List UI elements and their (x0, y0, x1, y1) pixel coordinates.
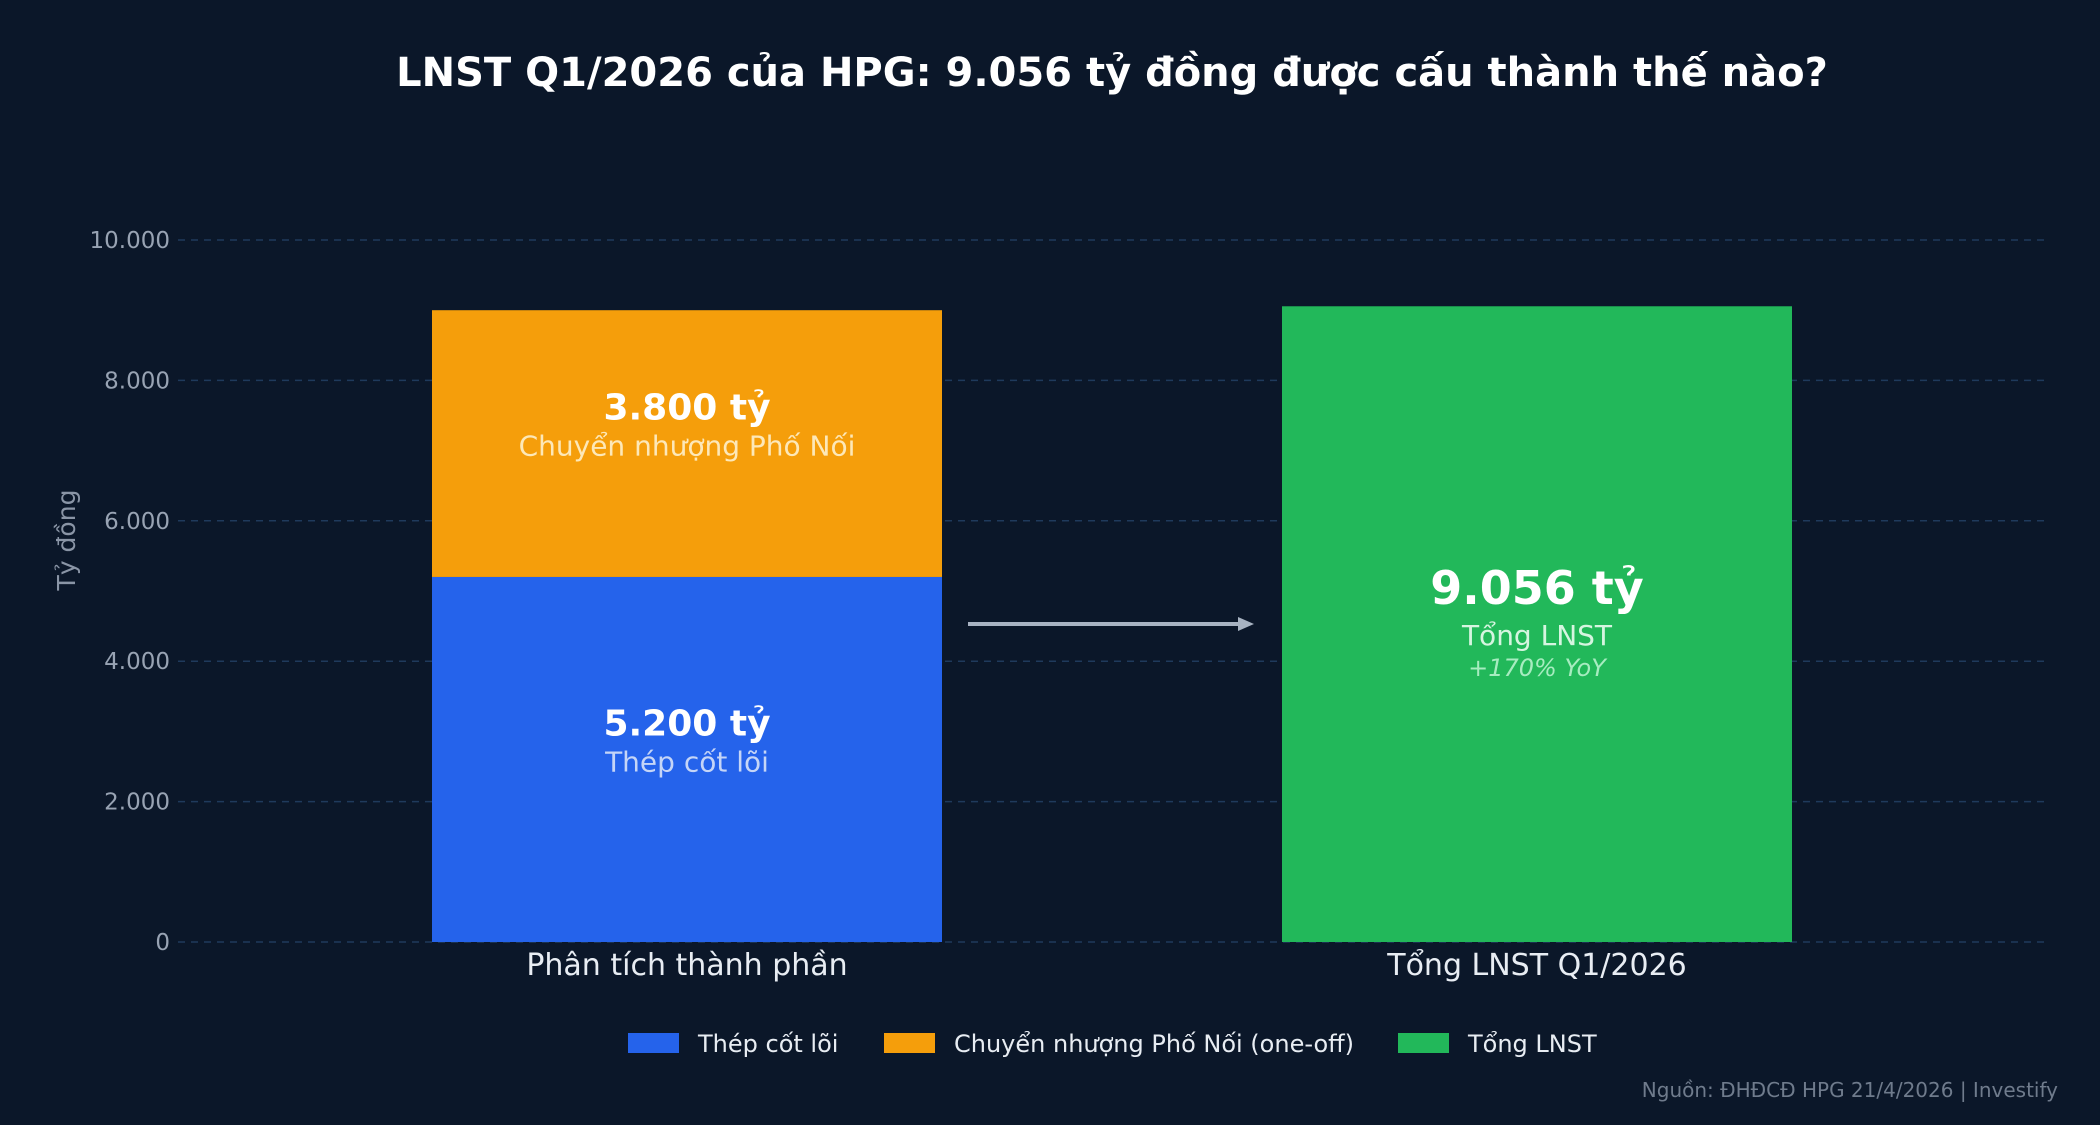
source-note: Nguồn: ĐHĐCĐ HPG 21/4/2026 | Investify (1642, 1078, 2058, 1102)
flow-arrow (968, 617, 1254, 631)
legend-label: Thép cốt lõi (697, 1030, 838, 1058)
bar-segment-3 (1282, 306, 1792, 942)
x-category-label: Phân tích thành phần (526, 948, 847, 983)
y-tick-label: 10.000 (90, 228, 170, 254)
x-category-label: Tổng LNST Q1/2026 (1386, 947, 1687, 983)
y-axis-label: Tỷ đồng (52, 490, 81, 592)
bar-note-label: +170% YoY (1468, 654, 1608, 682)
legend: Thép cốt lõi Chuyển nhượng Phố Nối (one-o… (628, 1030, 1597, 1058)
arrow-head (1238, 617, 1254, 631)
y-axis-ticks: 0 2.000 4.000 6.000 8.000 10.000 (90, 228, 170, 956)
legend-swatch (884, 1033, 935, 1053)
chart-title: LNST Q1/2026 của HPG: 9.056 tỷ đồng được… (396, 50, 1828, 96)
bar-value-label: 5.200 tỷ (603, 703, 770, 744)
y-tick-label: 0 (155, 930, 170, 956)
bar-sublabel: Chuyển nhượng Phố Nối (519, 430, 856, 463)
legend-label: Tổng LNST (1467, 1030, 1597, 1058)
y-tick-label: 8.000 (104, 368, 170, 394)
bar-segment-2 (432, 310, 942, 577)
x-axis-categories: Phân tích thành phần Tổng LNST Q1/2026 (526, 947, 1686, 983)
bar-value-label: 3.800 tỷ (603, 388, 770, 429)
bars (432, 306, 1792, 942)
legend-label: Chuyển nhượng Phố Nối (one-off) (954, 1030, 1354, 1058)
bar-sublabel: Thép cốt lõi (604, 745, 769, 778)
y-tick-label: 6.000 (104, 509, 170, 535)
legend-swatch (1398, 1033, 1449, 1053)
bar-sublabel: Tổng LNST (1461, 619, 1613, 652)
y-tick-label: 2.000 (104, 790, 170, 816)
bar-segment-1 (432, 576, 942, 942)
bar-value-label: 9.056 tỷ (1430, 561, 1644, 615)
legend-swatch (628, 1033, 679, 1053)
y-tick-label: 4.000 (104, 649, 170, 675)
